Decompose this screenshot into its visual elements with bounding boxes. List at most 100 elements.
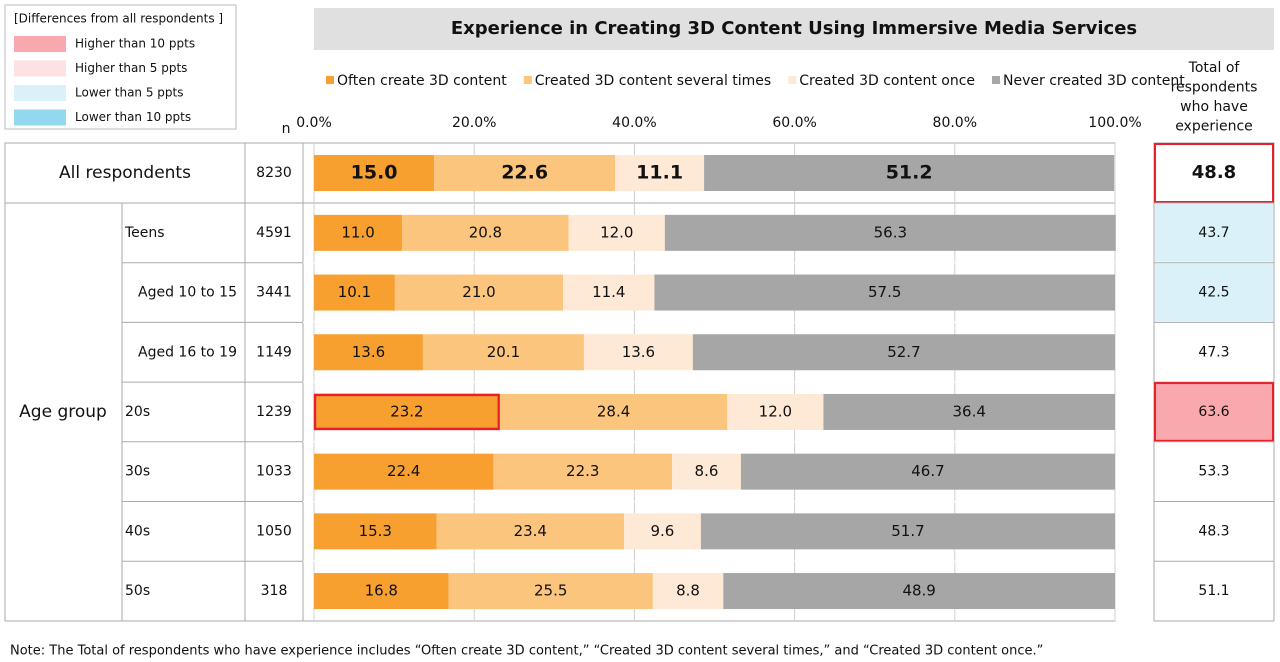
difference-label: Higher than 10 ppts — [75, 37, 195, 51]
value-label: 56.3 — [874, 223, 907, 241]
value-label: 22.3 — [566, 462, 599, 480]
value-label: 8.6 — [695, 462, 719, 480]
value-label: 20.8 — [469, 223, 502, 241]
category-label: Teens — [124, 225, 165, 241]
category-label: All respondents — [59, 163, 191, 183]
total-value: 48.8 — [1192, 162, 1236, 183]
bar-segment — [727, 393, 824, 430]
bar-segment — [583, 334, 693, 371]
value-label: 21.0 — [462, 283, 495, 301]
value-label: 25.5 — [534, 582, 567, 600]
legend-label: Never created 3D content — [1003, 73, 1185, 89]
legend-swatch — [992, 76, 1001, 84]
bar-segment — [314, 214, 403, 251]
bar-segment — [314, 334, 423, 371]
n-value: 1239 — [256, 404, 292, 420]
n-label: n — [282, 121, 291, 137]
value-label: 13.6 — [622, 343, 655, 361]
x-tick-label: 60.0% — [772, 115, 816, 131]
legend-swatch — [523, 76, 532, 84]
value-label: 16.8 — [365, 582, 398, 600]
bar-segment — [314, 274, 395, 311]
bar-segment — [434, 155, 616, 191]
value-label: 36.4 — [953, 402, 986, 420]
x-tick-label: 20.0% — [452, 115, 496, 131]
bar-segment — [422, 334, 584, 371]
category-label: Aged 16 to 19 — [138, 344, 237, 360]
value-label: 15.3 — [359, 522, 392, 540]
total-cell — [1155, 204, 1273, 262]
bar-segment — [448, 573, 653, 610]
bar-segment — [615, 155, 705, 191]
value-label: 15.0 — [351, 162, 398, 184]
legend-label: Created 3D content several times — [535, 73, 771, 89]
total-value: 42.5 — [1198, 285, 1229, 301]
total-value: 43.7 — [1198, 225, 1229, 241]
value-label: 22.6 — [501, 162, 548, 184]
value-label: 51.2 — [886, 162, 933, 184]
bar-segment — [704, 155, 1115, 191]
bar-segment — [740, 453, 1115, 490]
category-label: Aged 10 to 15 — [138, 285, 237, 301]
n-value: 3441 — [256, 285, 292, 301]
x-tick-label: 80.0% — [933, 115, 977, 131]
bar-segment — [654, 274, 1115, 311]
difference-label: Lower than 5 ppts — [75, 86, 184, 100]
difference-label: Higher than 5 ppts — [75, 61, 187, 75]
bar-segment — [493, 453, 673, 490]
chart-title: Experience in Creating 3D Content Using … — [451, 18, 1137, 39]
bar-segment — [568, 214, 665, 251]
bar-segment — [723, 573, 1115, 610]
bar-segment — [314, 513, 437, 550]
value-label: 22.4 — [387, 462, 420, 480]
bar-segment — [314, 393, 500, 430]
category-label: 40s — [125, 523, 150, 539]
bar-segment — [623, 513, 701, 550]
bar-segment — [672, 453, 741, 490]
group-label: Age group — [19, 402, 107, 422]
bar-segment — [394, 274, 564, 311]
x-tick-label: 40.0% — [612, 115, 656, 131]
total-value: 47.3 — [1198, 344, 1229, 360]
total-header: Total of respondents who have experience — [1171, 60, 1258, 135]
x-tick-label: 100.0% — [1088, 115, 1141, 131]
bar-segment — [823, 393, 1115, 430]
bar-segment — [314, 155, 435, 191]
x-tick-label: 0.0% — [296, 115, 332, 131]
bar-segment — [314, 453, 494, 490]
bar-segment — [652, 573, 724, 610]
legend-label: Created 3D content once — [799, 73, 975, 89]
legend-label: Often create 3D content — [337, 73, 507, 89]
bar-segment — [402, 214, 569, 251]
legend-swatch — [326, 76, 334, 84]
bar-segment — [700, 513, 1115, 550]
total-cell — [1155, 263, 1273, 322]
value-label: 51.7 — [891, 522, 924, 540]
total-cell — [1154, 382, 1274, 442]
n-value: 1050 — [256, 523, 292, 539]
bar-segment — [499, 393, 728, 430]
n-value: 318 — [261, 583, 288, 599]
n-value: 1033 — [256, 464, 292, 480]
category-label: 20s — [125, 404, 150, 420]
total-value: 63.6 — [1198, 404, 1229, 420]
bar-segment — [436, 513, 624, 550]
value-label: 28.4 — [597, 402, 630, 420]
note: Note: The Total of respondents who have … — [10, 644, 1043, 659]
total-value: 48.3 — [1198, 523, 1229, 539]
legend-swatch — [788, 76, 797, 84]
category-label: 30s — [125, 464, 150, 480]
difference-swatch — [14, 85, 66, 101]
difference-legend-title: [Differences from all respondents ] — [14, 12, 223, 26]
value-label: 9.6 — [651, 522, 675, 540]
value-label: 46.7 — [911, 462, 944, 480]
n-value: 1149 — [256, 344, 292, 360]
total-value: 51.1 — [1198, 583, 1229, 599]
bar-segment — [692, 334, 1115, 371]
value-label: 23.4 — [514, 522, 547, 540]
value-label: 13.6 — [352, 343, 385, 361]
value-label: 12.0 — [759, 402, 792, 420]
n-value: 8230 — [256, 165, 292, 181]
difference-label: Lower than 10 ppts — [75, 110, 191, 124]
